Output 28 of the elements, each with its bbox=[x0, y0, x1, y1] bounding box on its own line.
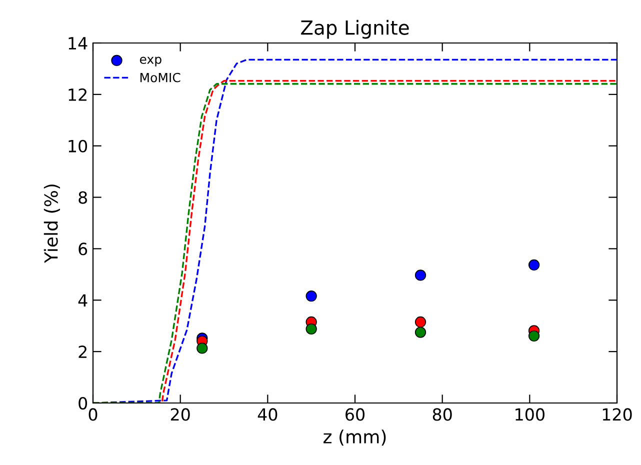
point bbox=[306, 323, 317, 335]
x-tick-label: 100 bbox=[516, 408, 544, 421]
x-tick-label: 0 bbox=[88, 408, 98, 421]
x-tick-label: 60 bbox=[346, 408, 364, 421]
y-tick-label: 14 bbox=[68, 37, 88, 50]
point bbox=[196, 342, 208, 354]
y-tick-label: 6 bbox=[78, 242, 88, 256]
point bbox=[414, 326, 426, 338]
y-tick-label: 2 bbox=[78, 346, 86, 358]
y-tick-label: 8 bbox=[78, 191, 87, 204]
point bbox=[414, 270, 426, 281]
x-tick-label: 120 bbox=[602, 408, 632, 421]
y-tick-label: 4 bbox=[78, 294, 88, 306]
x-tick-label: 40 bbox=[258, 408, 278, 421]
y-tick-label: 0 bbox=[78, 396, 88, 410]
y-tick-label: 10 bbox=[68, 140, 88, 152]
legend-label: MoMIC bbox=[140, 72, 180, 82]
x-tick-label: 80 bbox=[432, 408, 452, 421]
point bbox=[414, 316, 426, 328]
y-tick-label: 12 bbox=[68, 88, 86, 101]
y-axis-title: Yield (%) bbox=[44, 184, 60, 264]
legend-label: exp bbox=[140, 56, 162, 66]
point bbox=[528, 259, 540, 270]
x-axis-title: z (mm) bbox=[324, 430, 386, 446]
point bbox=[528, 330, 540, 342]
point bbox=[306, 290, 317, 302]
x-tick-label: 20 bbox=[170, 408, 190, 421]
chart-title: Zap Lignite bbox=[301, 20, 409, 39]
